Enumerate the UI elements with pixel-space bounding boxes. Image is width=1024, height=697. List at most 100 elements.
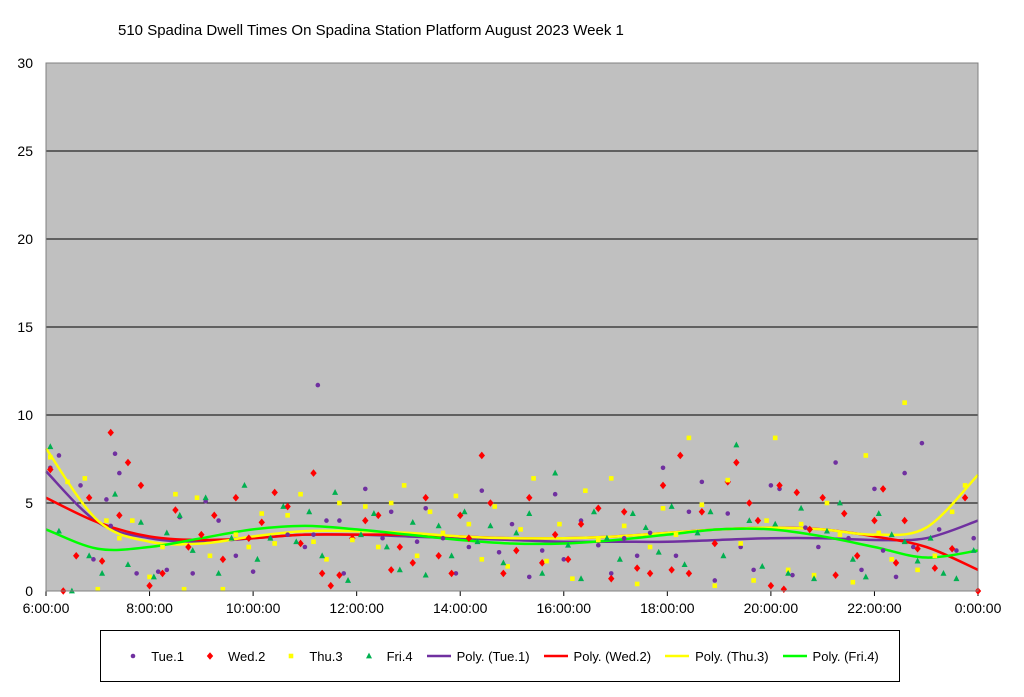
y-tick-label: 30 — [17, 55, 33, 71]
data-point — [150, 573, 157, 580]
data-point — [526, 510, 533, 516]
legend-item: Poly. (Wed.2) — [543, 648, 652, 664]
data-point — [953, 575, 960, 582]
data-point — [608, 574, 615, 583]
data-point — [232, 493, 240, 502]
data-point — [233, 532, 239, 537]
data-point — [853, 552, 861, 560]
data-point — [694, 529, 701, 536]
data-point — [816, 544, 821, 550]
data-point — [970, 547, 977, 553]
data-point — [901, 516, 908, 525]
data-point — [707, 508, 714, 515]
data-point — [686, 509, 692, 515]
data-point — [681, 561, 688, 567]
data-point — [241, 482, 248, 488]
data-point — [646, 569, 654, 578]
legend-marker — [289, 653, 294, 659]
chart-legend: Tue.1 Wed.2 Thu.3 Fri.4 Poly. (Tue.1) Poly. (… — [100, 630, 900, 682]
data-point — [642, 524, 649, 531]
data-point — [461, 508, 468, 515]
trendline — [44, 447, 979, 546]
y-tick-label: 10 — [17, 407, 33, 423]
data-point — [620, 508, 628, 516]
legend-item: Tue.1 — [121, 649, 184, 664]
data-point — [215, 570, 222, 576]
data-point — [388, 500, 394, 506]
data-point — [245, 534, 252, 542]
data-point — [931, 564, 939, 572]
data-point — [603, 534, 610, 541]
data-point — [86, 552, 93, 559]
data-point — [746, 517, 753, 523]
legend-label: Poly. (Wed.2) — [573, 648, 652, 664]
data-point — [228, 534, 235, 541]
data-point — [725, 511, 731, 516]
legend-label: Poly. (Fri.4) — [812, 648, 879, 664]
data-point — [616, 555, 623, 562]
data-point — [712, 578, 718, 583]
data-point — [859, 567, 864, 573]
chart-title: 510 Spadina Dwell Times On Spadina Stati… — [118, 22, 624, 39]
legend-swatch — [543, 654, 568, 658]
data-point — [185, 543, 192, 551]
data-point — [595, 537, 601, 543]
data-point — [513, 529, 520, 536]
data-point — [685, 569, 693, 578]
data-point — [107, 428, 114, 437]
data-point — [427, 509, 433, 515]
data-point — [319, 552, 326, 559]
data-point — [768, 483, 774, 488]
data-point — [823, 527, 830, 534]
data-point — [414, 553, 420, 559]
data-point — [919, 440, 925, 446]
data-point — [383, 543, 390, 550]
data-point — [173, 491, 178, 497]
data-point — [914, 557, 921, 564]
data-point — [914, 544, 921, 553]
data-point — [272, 541, 277, 546]
data-point — [267, 534, 274, 541]
data-point — [124, 458, 132, 467]
data-point — [137, 481, 145, 490]
data-point — [254, 555, 261, 562]
data-point — [285, 513, 290, 518]
data-point — [846, 535, 851, 541]
y-tick-label: 0 — [25, 583, 33, 599]
data-point — [440, 530, 446, 536]
data-point — [539, 570, 546, 576]
data-point — [189, 547, 196, 553]
data-point — [357, 531, 364, 538]
data-point — [448, 569, 455, 578]
legend-swatch — [130, 653, 136, 659]
data-point — [414, 539, 420, 545]
data-point — [539, 548, 545, 553]
data-point — [163, 529, 170, 536]
data-point — [124, 561, 131, 567]
data-point — [513, 546, 520, 555]
data-point — [396, 543, 404, 551]
data-point — [872, 486, 877, 492]
data-point — [453, 571, 459, 576]
data-point — [311, 532, 316, 537]
x-tick-label: 22:00:00 — [847, 600, 902, 616]
data-point — [518, 527, 523, 532]
data-point — [798, 504, 805, 511]
data-point — [423, 505, 429, 511]
x-tick-label: 10:00:00 — [226, 600, 281, 616]
trendline — [45, 470, 979, 544]
data-point — [55, 527, 62, 534]
data-point — [875, 510, 882, 516]
data-point — [220, 586, 226, 592]
data-point — [108, 523, 114, 529]
data-point — [318, 569, 326, 578]
data-point — [172, 506, 179, 514]
data-point — [660, 505, 666, 511]
data-point — [759, 562, 766, 569]
data-point — [284, 502, 291, 511]
data-point — [375, 511, 382, 520]
data-point — [479, 488, 485, 493]
data-point — [492, 504, 498, 509]
data-point — [837, 532, 843, 537]
data-point — [164, 567, 170, 573]
